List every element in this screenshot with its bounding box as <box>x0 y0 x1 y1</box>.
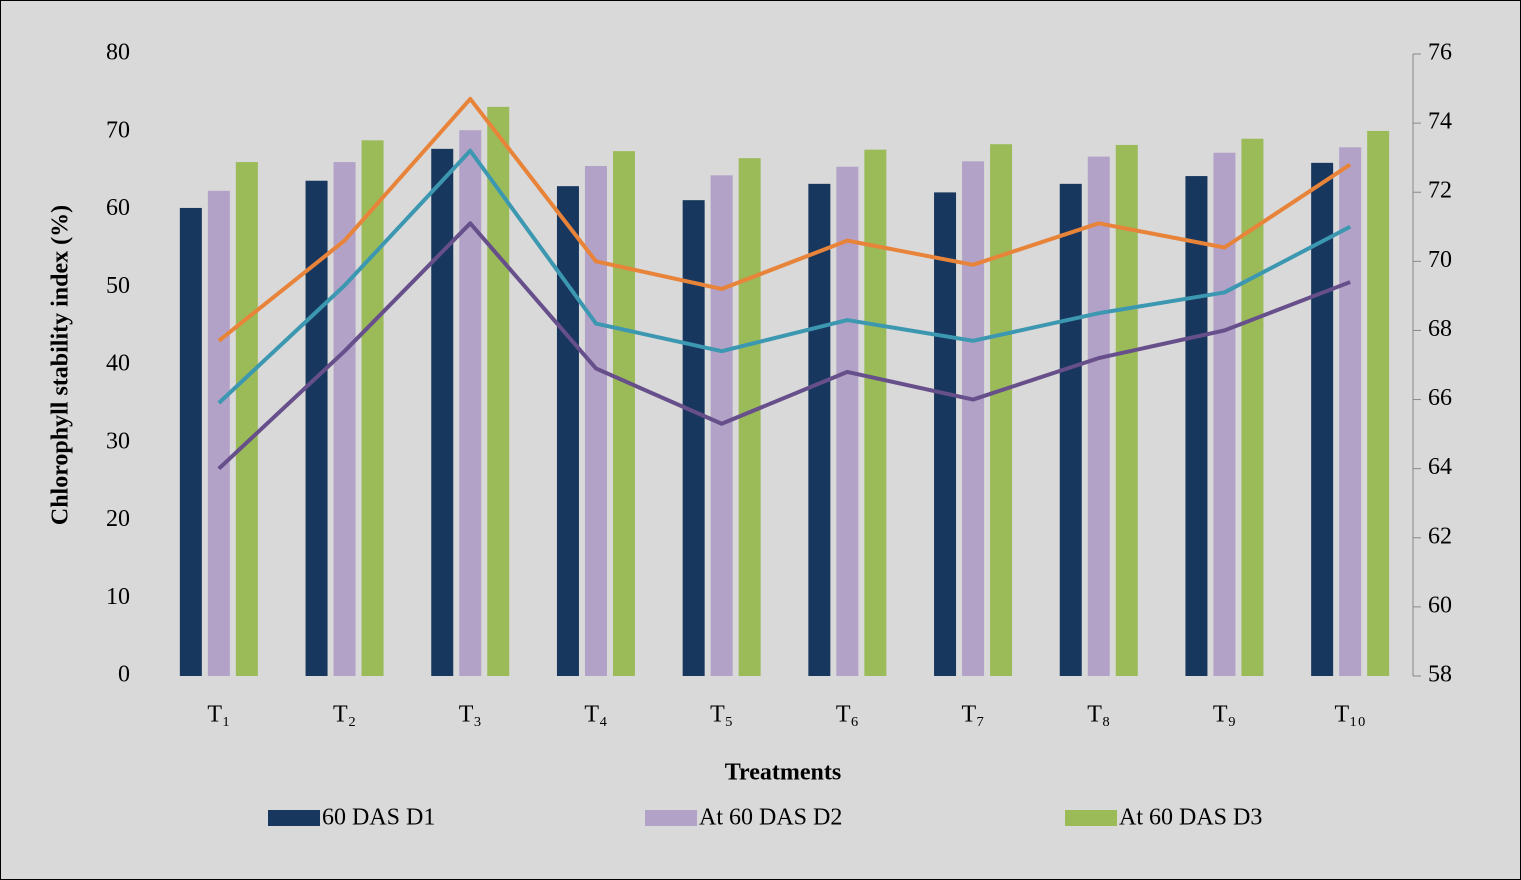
y2-tick-label: 72 <box>1428 178 1452 204</box>
x-tick-label: T₈ <box>1087 702 1110 728</box>
x-axis-label: Treatments <box>725 760 841 786</box>
bar <box>1213 152 1236 676</box>
bar <box>556 186 579 677</box>
x-tick-label: T₉ <box>1213 702 1236 728</box>
legend-swatch <box>645 810 697 826</box>
bar <box>934 192 957 676</box>
bar <box>1115 144 1138 676</box>
y2-tick-label: 58 <box>1428 662 1452 688</box>
bar <box>1087 156 1110 676</box>
x-tick-label: T₁ <box>207 702 230 728</box>
y2-tick-label: 74 <box>1428 109 1452 135</box>
y2-tick-label: 64 <box>1428 454 1452 480</box>
bar <box>1339 147 1362 677</box>
bar <box>207 190 230 676</box>
legend-label: At 60 DAS D3 <box>1119 805 1262 831</box>
x-tick-label: T₂ <box>333 702 356 728</box>
y-tick-label: 70 <box>106 117 130 143</box>
y-tick-label: 0 <box>118 662 130 688</box>
y2-tick-label: 66 <box>1428 385 1452 411</box>
legend-label: At 60 DAS D2 <box>699 805 842 831</box>
legend-swatch <box>1065 810 1117 826</box>
bar <box>990 144 1013 676</box>
line <box>217 148 1352 405</box>
x-tick-label: T₅ <box>710 702 733 728</box>
x-tick-label: T₄ <box>584 702 607 728</box>
bar <box>584 165 607 676</box>
bar <box>836 166 859 677</box>
y-tick-label: 10 <box>106 584 130 610</box>
y-tick-label: 40 <box>106 351 130 377</box>
bar <box>682 200 705 677</box>
y-tick-label: 30 <box>106 428 130 454</box>
x-tick-label: T₁₀ <box>1334 702 1365 728</box>
bar <box>612 151 635 676</box>
x-tick-label: T₆ <box>836 702 859 728</box>
bar <box>864 149 887 676</box>
bar <box>431 148 454 677</box>
bar <box>1059 183 1082 676</box>
y2-tick-label: 68 <box>1428 316 1452 342</box>
bar <box>1185 176 1208 676</box>
legend-swatch <box>268 810 320 826</box>
y-tick-label: 20 <box>106 506 130 532</box>
line <box>217 221 1351 471</box>
y2-tick-label: 60 <box>1428 592 1452 618</box>
x-tick-label: T₃ <box>459 702 482 728</box>
bar <box>1241 138 1264 676</box>
bar <box>235 162 258 676</box>
y-tick-label: 80 <box>106 40 130 66</box>
line <box>217 96 1352 343</box>
bar <box>361 140 384 677</box>
x-tick-label: T₇ <box>962 702 985 728</box>
y2-tick-label: 70 <box>1428 247 1452 273</box>
y-tick-label: 50 <box>106 273 130 299</box>
bar <box>808 183 831 676</box>
bar <box>738 158 761 676</box>
legend-label: 60 DAS D1 <box>322 805 435 831</box>
bar <box>179 207 202 676</box>
y2-tick-label: 76 <box>1428 40 1452 66</box>
y-axis-label: Chlorophyll stability index (%) <box>48 205 74 525</box>
y2-tick-label: 62 <box>1428 523 1452 549</box>
bar <box>1367 130 1390 676</box>
y-tick-label: 60 <box>106 195 130 221</box>
bar <box>459 130 482 676</box>
bar <box>962 161 985 677</box>
